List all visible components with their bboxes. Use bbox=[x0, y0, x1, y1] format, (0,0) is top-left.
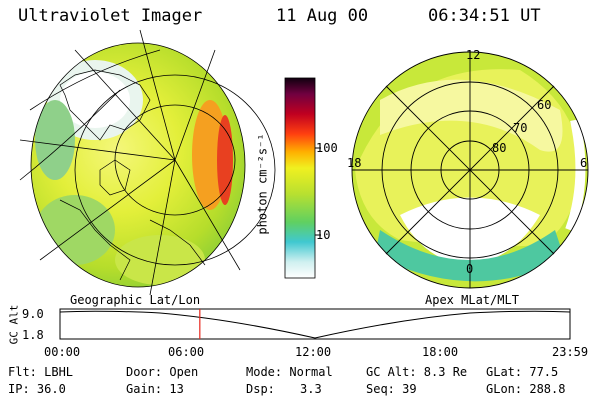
mlt-label-12: 12 bbox=[466, 48, 481, 62]
timeline-ytick-9: 9.0 bbox=[22, 307, 44, 321]
geographic-image bbox=[19, 29, 276, 296]
polar-image bbox=[351, 51, 589, 289]
gc-alt-label: GC Alt: 8.3 Re bbox=[366, 365, 468, 379]
dsp-label: Dsp: bbox=[246, 382, 275, 396]
colorbar-tick-100: 100 bbox=[316, 141, 338, 155]
mlt-label-0: 0 bbox=[466, 262, 474, 276]
colorbar-gradient bbox=[284, 77, 321, 279]
ip-label: IP: 36.0 bbox=[8, 382, 66, 396]
filter-label: Flt: LBHL bbox=[8, 365, 74, 379]
mlat-label-80: 80 bbox=[492, 141, 507, 155]
timeline-xtick-0600: 06:00 bbox=[168, 345, 205, 359]
mlat-label-60: 60 bbox=[537, 98, 552, 112]
mlat-label-70: 70 bbox=[513, 121, 528, 135]
mode-label: Mode: Normal bbox=[246, 365, 333, 379]
colorbar-label: photon cm⁻²s⁻¹ bbox=[255, 133, 270, 235]
apex-caption: Apex MLat/MLT bbox=[425, 293, 519, 307]
timeline-xtick-1800: 18:00 bbox=[422, 345, 459, 359]
timeline-ytick-1-8: 1.8 bbox=[22, 328, 44, 342]
mlt-label-6: 6 bbox=[580, 156, 588, 170]
date-label: 11 Aug 00 bbox=[276, 6, 369, 26]
colorbar-tick-10: 10 bbox=[316, 228, 331, 242]
mlt-label-18: 18 bbox=[347, 156, 362, 170]
altitude-timeline bbox=[59, 308, 571, 340]
dsp-value: 3.3 bbox=[300, 382, 322, 396]
timeline-ylabel: GC Alt bbox=[7, 304, 21, 345]
time-label: 06:34:51 UT bbox=[428, 6, 541, 26]
glon-label: GLon: 288.8 bbox=[486, 382, 566, 396]
timeline-xtick-1200: 12:00 bbox=[295, 345, 332, 359]
gain-label: Gain: 13 bbox=[126, 382, 184, 396]
geographic-caption: Geographic Lat/Lon bbox=[70, 293, 201, 307]
door-label: Door: Open bbox=[126, 365, 199, 379]
glat-label: GLat: 77.5 bbox=[486, 365, 559, 379]
timeline-xtick-2359: 23:59 bbox=[552, 345, 589, 359]
instrument-title: Ultraviolet Imager bbox=[18, 6, 203, 26]
timeline-xtick-0000: 00:00 bbox=[44, 345, 81, 359]
seq-label: Seq: 39 bbox=[366, 382, 417, 396]
